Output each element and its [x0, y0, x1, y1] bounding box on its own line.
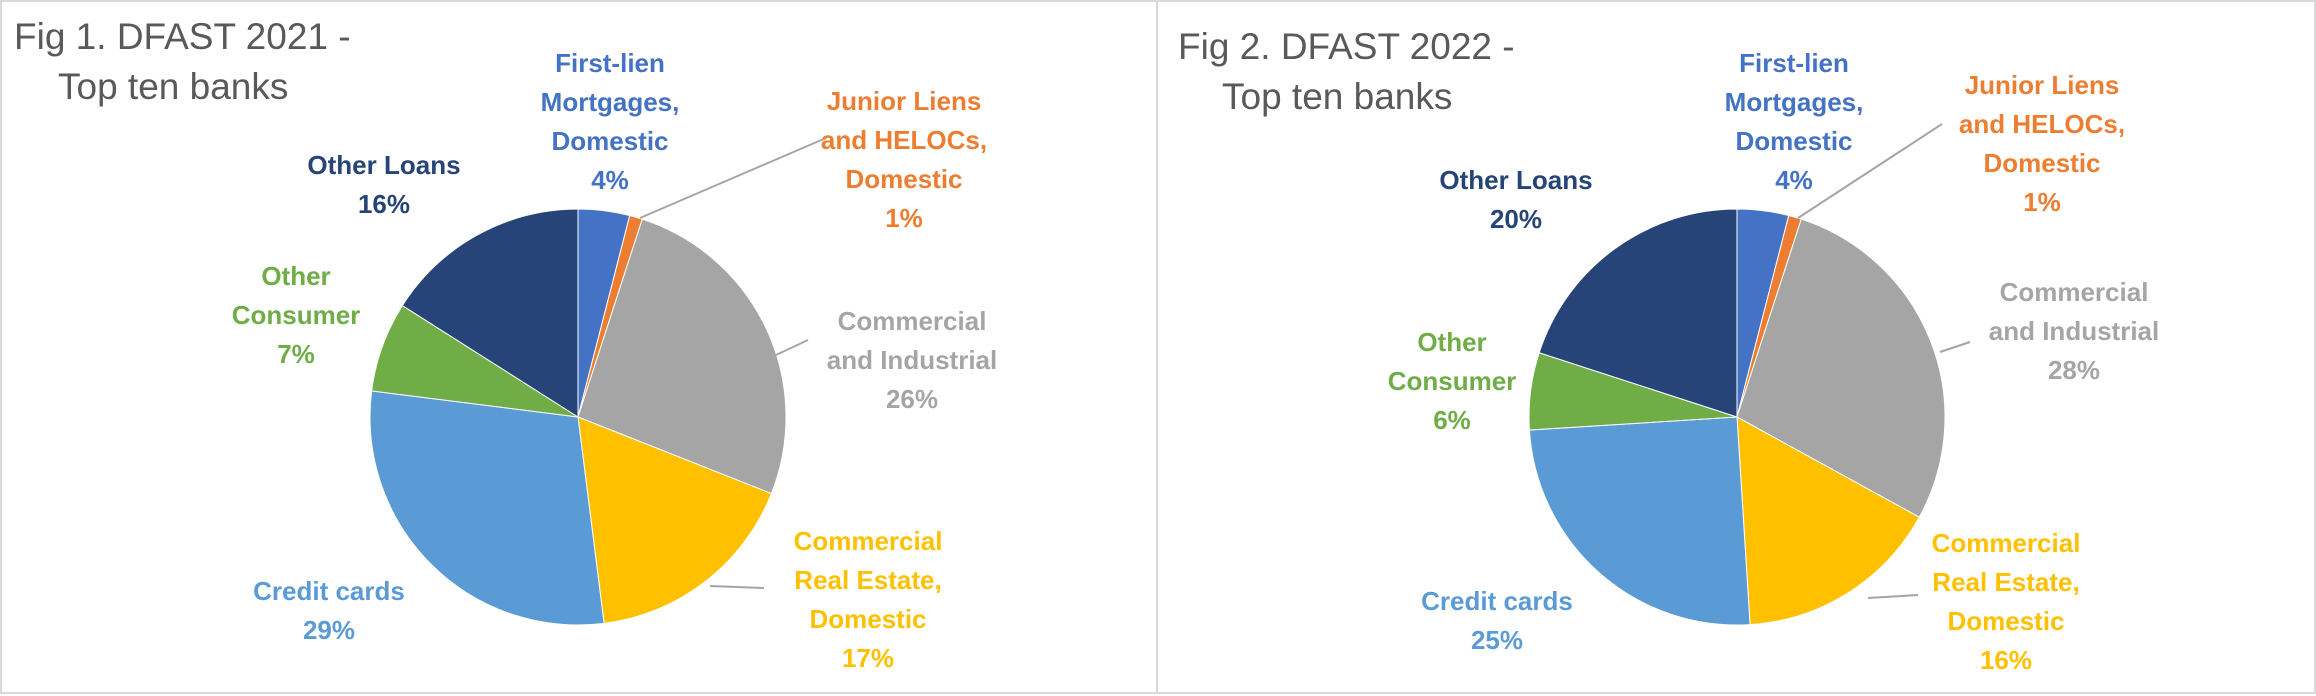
- chart-title-2022-line2: Top ten banks: [1222, 76, 1453, 117]
- slice-other-loans-2021: [401, 208, 579, 418]
- slice-credit-cards-2021: [369, 390, 605, 626]
- data-label-first-lien-mortgages-2022: First-lien Mortgages, Domestic 4%: [1725, 48, 1864, 195]
- leader-line-commercial-industrial-2022: [1939, 341, 1971, 353]
- data-label-commercial-industrial-2021: Commercial and Industrial 26%: [827, 306, 997, 414]
- chart-title-2022: Fig 2. DFAST 2022 - Top ten banks: [1178, 22, 1515, 122]
- chart-title-2021: Fig 1. DFAST 2021 - Top ten banks: [14, 12, 351, 112]
- data-label-other-consumer-2022: Other Consumer 6%: [1388, 327, 1517, 435]
- data-label-commercial-industrial-2022: Commercial and Industrial 28%: [1989, 277, 2159, 385]
- data-label-junior-liens-helocs-2022: Junior Liens and HELOCs, Domestic 1%: [1959, 70, 2125, 217]
- pie-2021: First-lien Mortgages, Domestic 4% Junior Lie…: [232, 48, 998, 673]
- slice-commercial-real-estate-2022: [1736, 416, 1920, 626]
- chart-title-2021-line1: Fig 1. DFAST 2021 -: [14, 16, 351, 57]
- data-label-other-loans-2021: Other Loans 16%: [307, 150, 460, 219]
- data-label-commercial-real-estate-2021: Commercial Real Estate, Domestic 17%: [794, 526, 943, 673]
- chart-title-2021-line2: Top ten banks: [58, 66, 289, 107]
- leader-line-commercial-real-estate-2022: [1867, 594, 1919, 599]
- leader-line-commercial-real-estate-2021: [709, 585, 765, 589]
- pie-2022: First-lien Mortgages, Domestic 4% Junior Lie…: [1388, 48, 2160, 675]
- chart-title-2022-line1: Fig 2. DFAST 2022 -: [1178, 26, 1515, 67]
- leader-line-junior-liens-helocs-2022: [1797, 123, 1943, 219]
- slice-commercial-industrial-2022: [1736, 218, 1946, 518]
- data-label-credit-cards-2022: Credit cards 25%: [1421, 586, 1573, 655]
- data-label-first-lien-mortgages-2021: First-lien Mortgages, Domestic 4%: [541, 48, 680, 195]
- data-label-commercial-real-estate-2022: Commercial Real Estate, Domestic 16%: [1932, 528, 2081, 675]
- slice-credit-cards-2022: [1528, 416, 1751, 626]
- data-label-other-loans-2022: Other Loans 20%: [1439, 165, 1592, 234]
- slice-commercial-real-estate-2021: [577, 416, 773, 624]
- slice-other-loans-2022: [1538, 208, 1738, 418]
- leader-line-commercial-industrial-2021: [775, 339, 809, 356]
- data-label-credit-cards-2021: Credit cards 29%: [253, 576, 405, 645]
- slice-commercial-industrial-2021: [577, 218, 787, 495]
- leader-line-junior-liens-helocs-2021: [639, 137, 827, 219]
- data-label-junior-liens-helocs-2021: Junior Liens and HELOCs, Domestic 1%: [821, 86, 987, 233]
- data-label-other-consumer-2021: Other Consumer 7%: [232, 261, 361, 369]
